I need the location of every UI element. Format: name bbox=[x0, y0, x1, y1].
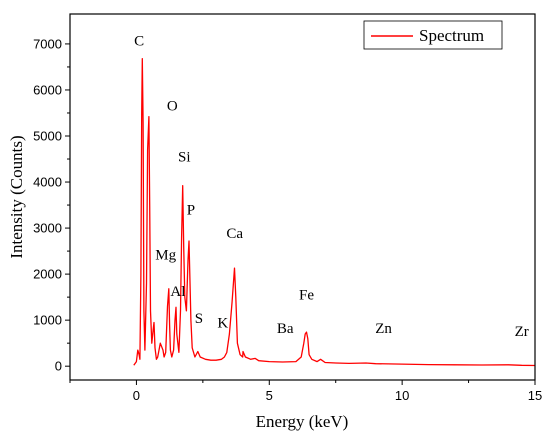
y-tick-label: 4000 bbox=[33, 175, 62, 190]
peak-label: Mg bbox=[155, 247, 176, 263]
y-tick-label: 2000 bbox=[33, 267, 62, 282]
peak-label: S bbox=[195, 311, 203, 327]
spectrum-series-line bbox=[133, 58, 536, 367]
peak-label: Fe bbox=[299, 287, 314, 303]
peak-label: Ba bbox=[277, 321, 294, 337]
legend-label: Spectrum bbox=[419, 26, 484, 45]
series-layer bbox=[133, 58, 536, 367]
x-axis-title: Energy (keV) bbox=[256, 412, 349, 431]
y-tick-label: 7000 bbox=[33, 36, 62, 51]
x-tick-label: 5 bbox=[266, 388, 273, 403]
x-axis: 0 5 10 15 bbox=[69, 380, 542, 403]
legend: Spectrum bbox=[363, 20, 503, 50]
peak-label: Al bbox=[170, 284, 185, 300]
y-axis-title: Intensity (Counts) bbox=[7, 135, 26, 258]
y-tick-label: 0 bbox=[55, 359, 62, 374]
y-tick-label: 3000 bbox=[33, 221, 62, 236]
peak-label: C bbox=[134, 33, 144, 49]
peak-label: P bbox=[187, 202, 195, 218]
peak-label: Si bbox=[178, 149, 191, 165]
y-tick-label: 6000 bbox=[33, 82, 62, 97]
x-tick-label: 15 bbox=[528, 388, 542, 403]
x-tick-label: 0 bbox=[133, 388, 140, 403]
y-tick-label: 5000 bbox=[33, 129, 62, 144]
peak-label: Zn bbox=[375, 321, 392, 337]
y-axis: 0 1000 2000 3000 4000 5000 6000 7000 bbox=[33, 36, 70, 374]
peak-label: O bbox=[167, 99, 178, 115]
peak-label: Zr bbox=[515, 324, 529, 340]
peak-annotations: C O Si P Mg Al S K Ca Fe Ba Zn Zr bbox=[134, 33, 529, 339]
peak-label: Ca bbox=[226, 226, 243, 242]
legend-box bbox=[363, 20, 503, 50]
y-tick-label: 1000 bbox=[33, 313, 62, 328]
plot-area-frame bbox=[69, 13, 536, 381]
peak-label: K bbox=[217, 316, 228, 332]
x-tick-label: 10 bbox=[395, 388, 409, 403]
